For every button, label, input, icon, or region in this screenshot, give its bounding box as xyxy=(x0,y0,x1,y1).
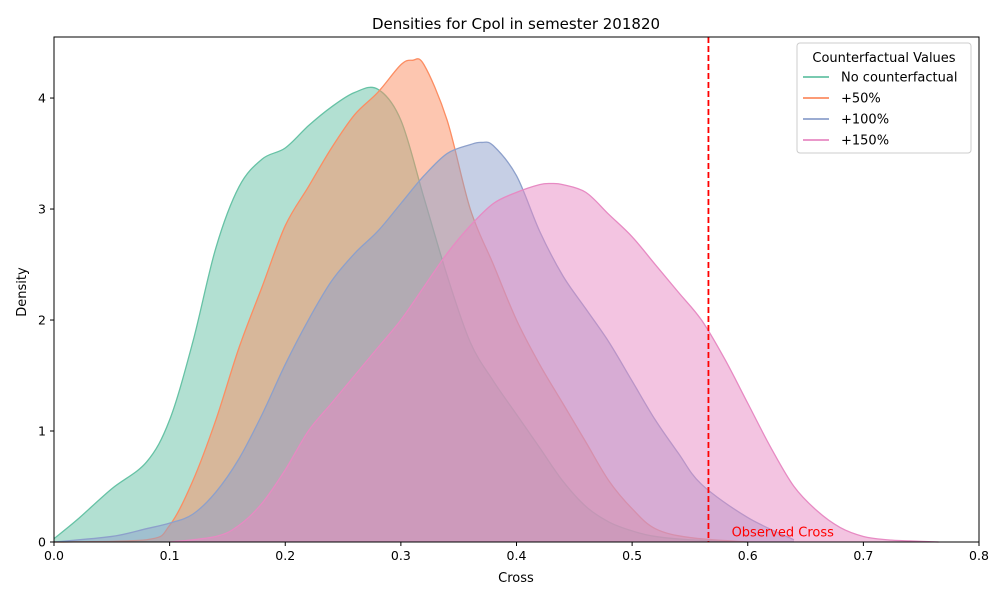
legend-entry-label: +150% xyxy=(841,134,889,149)
x-axis-label: Cross xyxy=(498,571,534,586)
y-axis-label: Density xyxy=(15,267,30,317)
legend: Counterfactual Values No counterfactual +5… xyxy=(796,42,972,154)
plot-area: Observed Cross xyxy=(53,36,980,543)
chart-title: Densities for Cpol in semester 201820 xyxy=(372,15,660,33)
density-area-150 xyxy=(169,183,939,543)
x-tick-label: 0.7 xyxy=(853,548,873,563)
legend-entry-label: No counterfactual xyxy=(841,71,957,86)
legend-entry-label: +50% xyxy=(841,92,881,107)
legend-title: Counterfactual Values xyxy=(812,51,955,66)
x-tick-label: 0.2 xyxy=(275,548,295,563)
x-tick-label: 0.0 xyxy=(44,548,64,563)
y-tick-label: 2 xyxy=(38,313,46,328)
y-tick-label: 1 xyxy=(38,424,46,439)
density-line-150 xyxy=(169,182,939,543)
x-axis: 0.0 0.1 0.2 0.3 0.4 0.5 0.6 0.7 0.8 xyxy=(44,542,989,563)
legend-box xyxy=(796,42,972,154)
x-tick-label: 0.5 xyxy=(622,548,642,563)
observed-cross-label: Observed Cross xyxy=(732,525,835,540)
y-tick-label: 3 xyxy=(38,202,46,217)
y-axis: 0 1 2 3 4 xyxy=(38,91,54,550)
x-tick-label: 0.8 xyxy=(969,548,989,563)
x-tick-label: 0.4 xyxy=(507,548,527,563)
y-tick-label: 0 xyxy=(38,535,46,550)
x-tick-label: 0.6 xyxy=(738,548,758,563)
x-tick-label: 0.3 xyxy=(391,548,411,563)
x-tick-label: 0.1 xyxy=(160,548,180,563)
y-tick-label: 4 xyxy=(38,91,46,106)
legend-entry-label: +100% xyxy=(841,113,889,128)
